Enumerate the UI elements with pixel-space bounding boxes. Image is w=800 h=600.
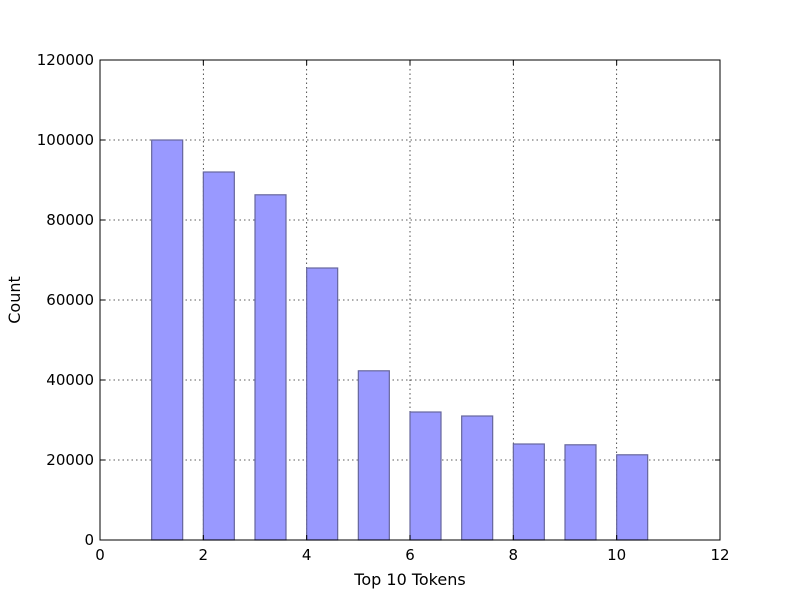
x-tick-label: 0 [95, 546, 105, 564]
bar-5 [357, 370, 390, 541]
bar-9 [564, 444, 597, 541]
y-tick-label: 20000 [46, 451, 94, 469]
y-tick-label: 0 [84, 531, 94, 549]
y-tick-label: 40000 [46, 371, 94, 389]
y-tick-labels: 0 20000 40000 60000 80000 100000 120000 [37, 51, 94, 549]
tick-marks [99, 59, 721, 541]
y-axis-title: Count [5, 276, 24, 324]
bar-6 [409, 411, 442, 541]
bar-4 [306, 267, 339, 541]
y-tick-label: 60000 [46, 291, 94, 309]
y-tick-label: 100000 [37, 131, 94, 149]
bar-8 [512, 443, 545, 541]
bar-10 [616, 454, 649, 541]
x-axis-title: Top 10 Tokens [353, 570, 465, 589]
y-tick-label: 120000 [37, 51, 94, 69]
bar-7 [461, 415, 494, 541]
x-tick-label: 2 [199, 546, 209, 564]
bar-3 [254, 194, 287, 541]
x-tick-label: 10 [607, 546, 626, 564]
bar-1 [151, 139, 184, 541]
x-tick-labels: 0 2 4 6 8 10 12 [95, 546, 729, 564]
y-tick-label: 80000 [46, 211, 94, 229]
x-tick-label: 4 [302, 546, 312, 564]
x-tick-label: 6 [405, 546, 415, 564]
x-tick-label: 8 [509, 546, 519, 564]
x-tick-label: 12 [710, 546, 729, 564]
bars [151, 139, 649, 541]
bar-2 [202, 171, 235, 541]
